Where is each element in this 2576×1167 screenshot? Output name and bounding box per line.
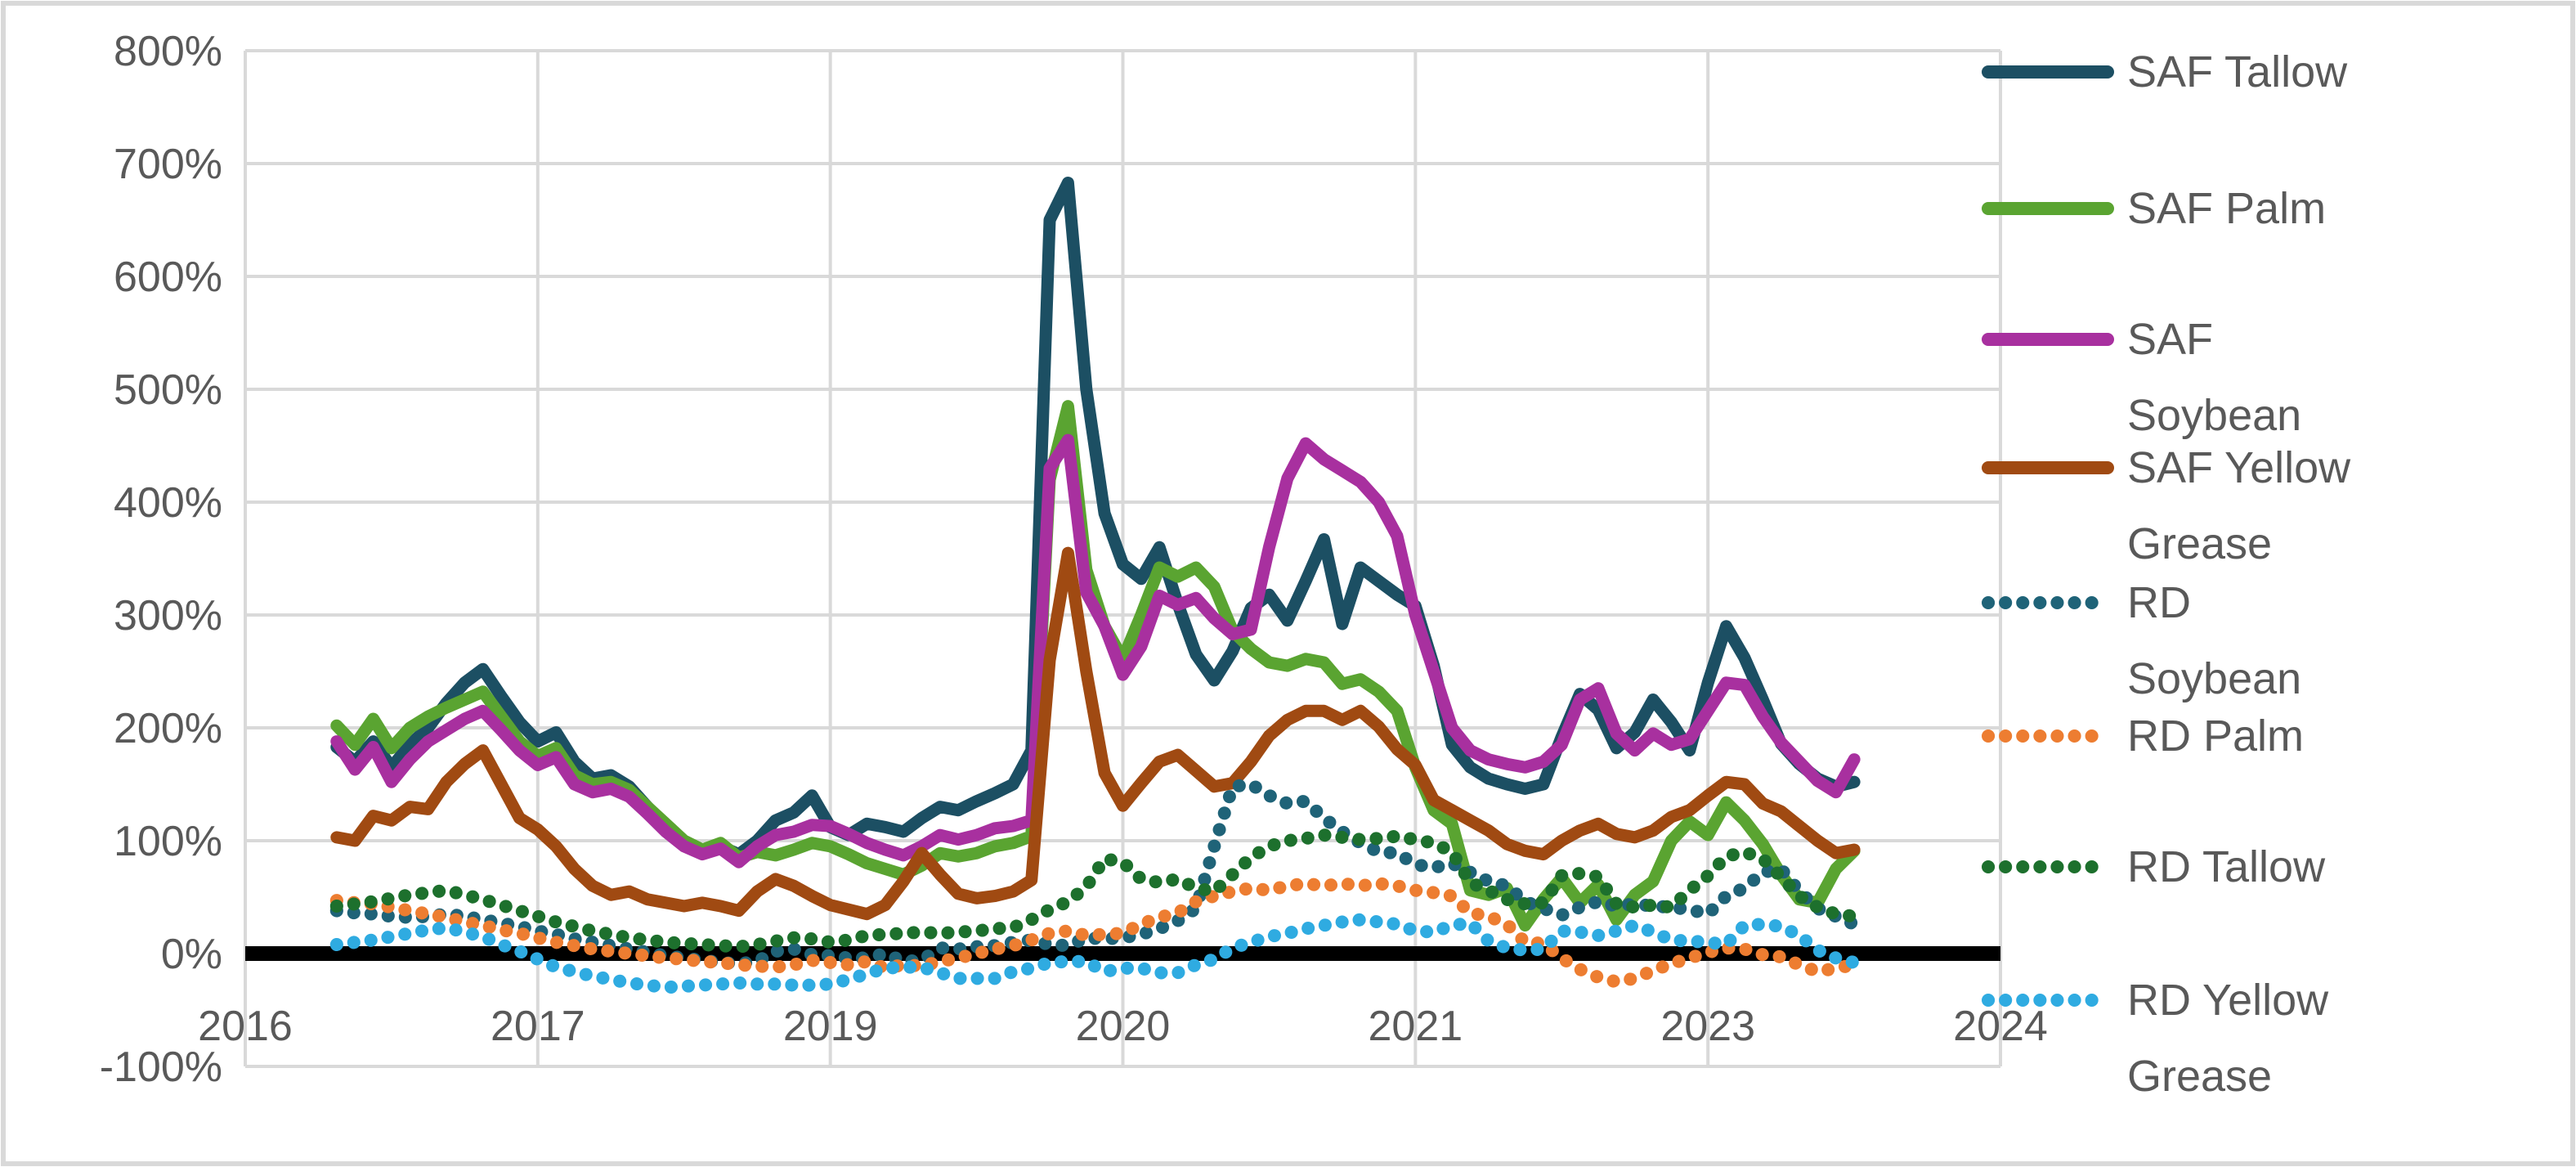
y-tick-label: 400%	[114, 479, 222, 527]
series-line-saf-yellow-grease	[330, 546, 1861, 921]
series-line-saf-tallow	[330, 177, 1861, 861]
legend-label: SAF Tallow	[2127, 47, 2348, 97]
y-axis-labels: 800% 700% 600% 500% 400% 300% 200% 100% 0% -100%	[100, 28, 222, 1091]
legend-label: SAF Palm	[2127, 184, 2326, 233]
x-tick-label: 2017	[491, 1003, 585, 1050]
legend-label: RD	[2127, 578, 2191, 627]
legend-item-rd-yellow-grease[interactable]: RD Yellow Grease	[1982, 976, 2329, 1101]
series-line-saf-soybean	[330, 433, 1861, 869]
x-axis-labels: 2016 2017 2019 2020 2021 2023 2024	[198, 1003, 2048, 1050]
x-tick-label: 2024	[1953, 1003, 2048, 1050]
series-line-rd-yellow-grease	[329, 913, 1861, 994]
x-tick-label: 2021	[1368, 1003, 1463, 1050]
legend-item-rd-soybean[interactable]: RD Soybean	[1982, 578, 2301, 703]
legend-item-rd-palm[interactable]: RD Palm	[1982, 711, 2304, 761]
x-tick-label: 2016	[198, 1003, 293, 1050]
y-tick-label: 200%	[114, 705, 222, 752]
y-tick-label: 300%	[114, 592, 222, 640]
legend-label: RD Tallow	[2127, 842, 2326, 891]
legend-label: SAF Yellow	[2127, 443, 2351, 492]
legend-label: RD Yellow	[2127, 976, 2329, 1025]
legend-label: Grease	[2127, 519, 2272, 568]
series-line-rd-tallow	[329, 828, 1861, 954]
legend-label: RD Palm	[2127, 711, 2304, 761]
legend-label: SAF	[2127, 315, 2213, 364]
x-tick-label: 2023	[1660, 1003, 1755, 1050]
y-tick-label: 800%	[114, 28, 222, 75]
y-tick-label: 100%	[114, 818, 222, 865]
legend-label: Soybean	[2127, 391, 2301, 440]
legend-item-saf-tallow[interactable]: SAF Tallow	[1982, 47, 2348, 97]
legend-item-saf-palm[interactable]: SAF Palm	[1982, 184, 2326, 233]
x-tick-label: 2019	[783, 1003, 878, 1050]
y-tick-label: -100%	[100, 1044, 222, 1091]
y-tick-label: 0%	[161, 931, 222, 978]
legend-label: Grease	[2127, 1052, 2272, 1101]
legend-item-rd-tallow[interactable]: RD Tallow	[1982, 842, 2326, 891]
legend-label: Soybean	[2127, 654, 2301, 703]
legend-item-saf-yellow-grease[interactable]: SAF Yellow Grease	[1982, 443, 2351, 568]
y-tick-label: 600%	[114, 254, 222, 301]
series-line-rd-palm	[329, 877, 1861, 989]
y-tick-label: 700%	[114, 141, 222, 188]
y-tick-label: 500%	[114, 366, 222, 414]
x-tick-label: 2020	[1076, 1003, 1171, 1050]
legend-item-saf-soybean[interactable]: SAF Soybean	[1982, 315, 2301, 440]
